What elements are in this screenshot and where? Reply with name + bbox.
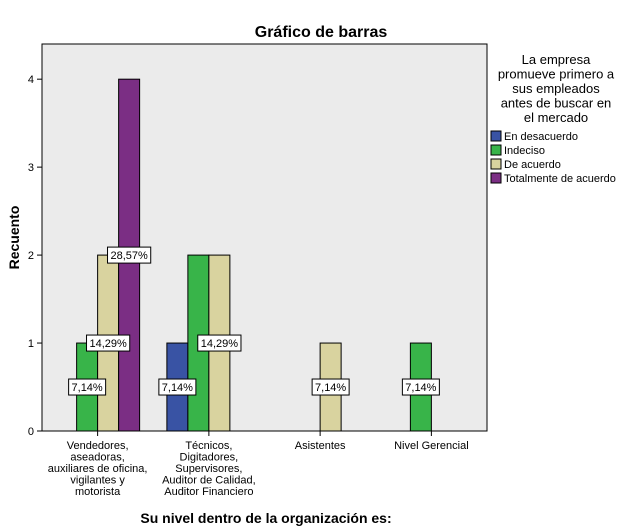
data-label-box [107, 246, 152, 264]
data-label-box [197, 334, 242, 352]
data-label: 14,29% [89, 338, 127, 350]
data-label: 7,14% [405, 382, 436, 394]
y-tick-label: 2 [28, 250, 34, 262]
y-tick-label: 3 [28, 162, 34, 174]
data-labels: 7,14% 14,29% 28,57% 7,14% 14,29% 7,14% 7,14% [68, 246, 440, 396]
category-labels: Vendedores, aseadoras, auxiliares de ofici… [48, 440, 469, 498]
y-tick-label: 0 [28, 426, 34, 438]
data-label: 7,14% [315, 382, 346, 394]
legend-item-label: Indeciso [504, 145, 545, 157]
data-label: 7,14% [72, 382, 103, 394]
data-label: 7,14% [162, 382, 193, 394]
legend-item-label: En desacuerdo [504, 131, 578, 143]
x-tick-label: Nivel Gerencial [394, 440, 469, 452]
data-label-box [68, 378, 107, 396]
x-axis-title: Su nivel dentro de la organización es: [140, 510, 391, 526]
legend: La empresa promueve primero a sus empleado… [490, 52, 616, 185]
chart-title: Gráfico de barras [255, 24, 388, 41]
x-tick-label: Técnicos, Digitadores, Supervisores, Audito… [162, 440, 256, 498]
legend-item-label: De acuerdo [504, 159, 561, 171]
x-tick-label: Asistentes [295, 440, 346, 452]
legend-swatch [490, 130, 502, 142]
data-label-box [158, 378, 197, 396]
x-tick-label: Vendedores, aseadoras, auxiliares de ofici… [48, 440, 148, 498]
y-axis-title: Recuento [6, 206, 22, 270]
data-label-box [311, 378, 350, 396]
data-label-box [86, 334, 131, 352]
data-label: 28,57% [110, 250, 148, 262]
axes: 0 1 2 3 4 [28, 74, 432, 438]
y-tick-label: 1 [28, 338, 34, 350]
data-label-box [401, 378, 440, 396]
y-tick-label: 4 [28, 74, 34, 86]
legend-swatch [490, 144, 502, 156]
legend-swatch [490, 158, 502, 170]
legend-swatch [490, 172, 502, 184]
data-label: 14,29% [201, 338, 239, 350]
legend-title: La empresa promueve primero a sus empleado… [498, 52, 615, 125]
legend-item-label: Totalmente de acuerdo [504, 173, 616, 185]
